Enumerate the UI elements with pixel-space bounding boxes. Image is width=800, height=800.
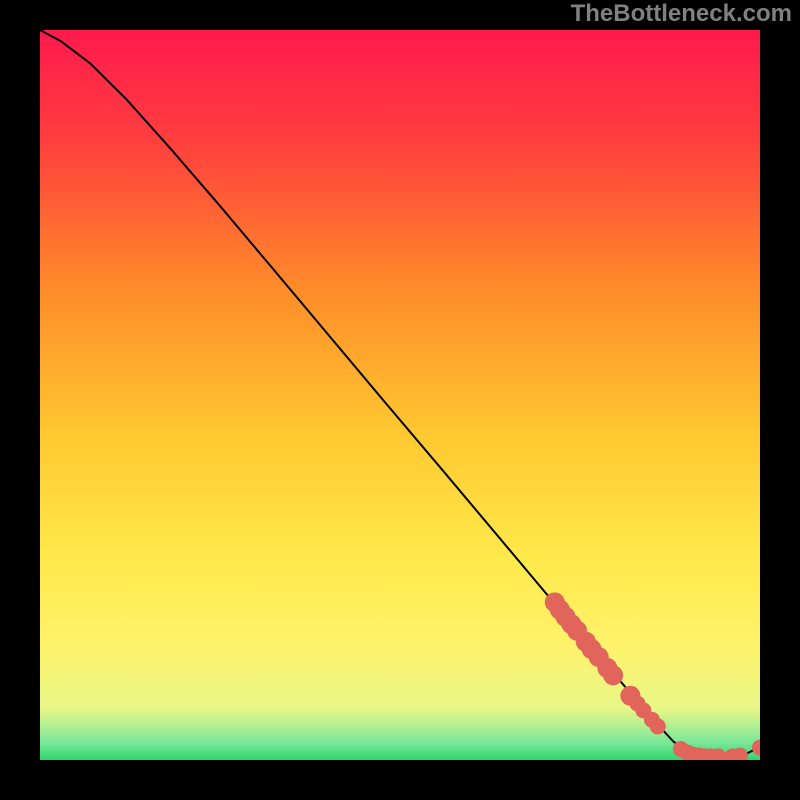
data-point (603, 665, 623, 685)
watermark-text: TheBottleneck.com (571, 0, 792, 28)
chart-frame: TheBottleneck.com (0, 0, 800, 800)
gradient-background (40, 30, 760, 760)
plot-svg (40, 30, 760, 760)
plot-area (40, 30, 760, 760)
data-point (650, 718, 666, 734)
